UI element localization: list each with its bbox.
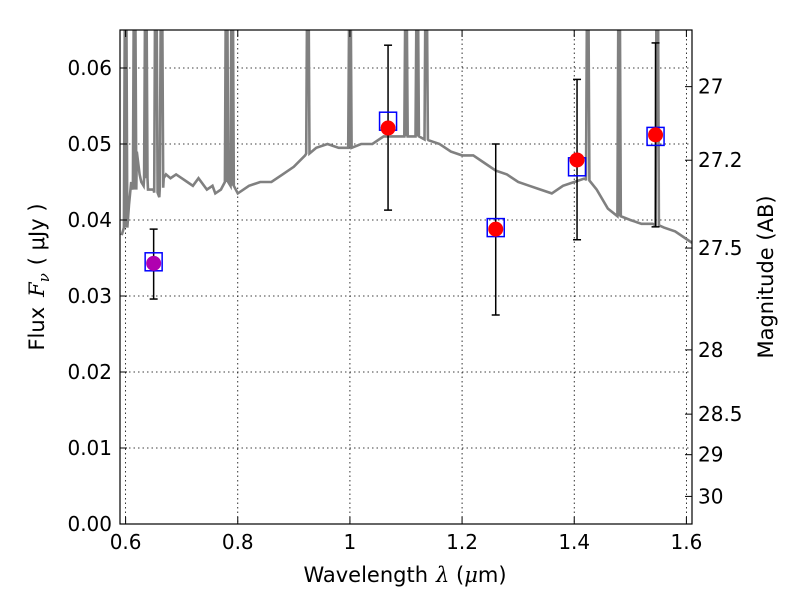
y-tick-label: 0.04	[67, 208, 112, 232]
x-tick-label: 1.2	[446, 530, 478, 554]
y2-tick-label: 30	[698, 484, 723, 508]
observed-point	[146, 255, 162, 271]
y-tick-label: 0.02	[67, 360, 112, 384]
x-tick-label: 1	[344, 530, 357, 554]
y-tick-label: 0.00	[67, 512, 112, 536]
x-tick-label: 1.6	[670, 530, 702, 554]
observed-point	[569, 152, 585, 168]
photometry-points	[144, 42, 665, 316]
y2-tick-label: 27.2	[698, 148, 743, 172]
observed-point	[488, 221, 504, 237]
plot-frame	[119, 29, 693, 525]
y-axis-title: FluxFν( μJy )	[25, 203, 53, 350]
x-axis-title: Wavelength λ (μm)	[303, 563, 506, 587]
y2-tick-label: 27	[698, 75, 723, 99]
y2-tick-label: 29	[698, 443, 723, 467]
y2-tick-label: 28.5	[698, 402, 743, 426]
y-tick-label: 0.03	[67, 284, 112, 308]
y-tick-label: 0.06	[67, 56, 112, 80]
x-tick-label: 0.8	[222, 530, 254, 554]
observed-point	[380, 120, 396, 136]
observed-point	[648, 127, 664, 143]
y2-tick-label: 28	[698, 338, 723, 362]
y-tick-label: 0.01	[67, 436, 112, 460]
x-tick-label: 0.6	[110, 530, 142, 554]
x-tick-label: 1.4	[558, 530, 590, 554]
y2-tick-label: 27.5	[698, 236, 743, 260]
axis-ticks: 0.6 0.8 1 1.2 1.4 1.6 0.00 0.01 0.02 0.03 0.04 0.05…	[67, 30, 743, 554]
y2-axis-title: Magnitude (AB)	[754, 195, 778, 358]
spectrum-line	[120, 30, 692, 244]
y-tick-label: 0.05	[67, 132, 112, 156]
spectrum-series	[120, 30, 692, 244]
